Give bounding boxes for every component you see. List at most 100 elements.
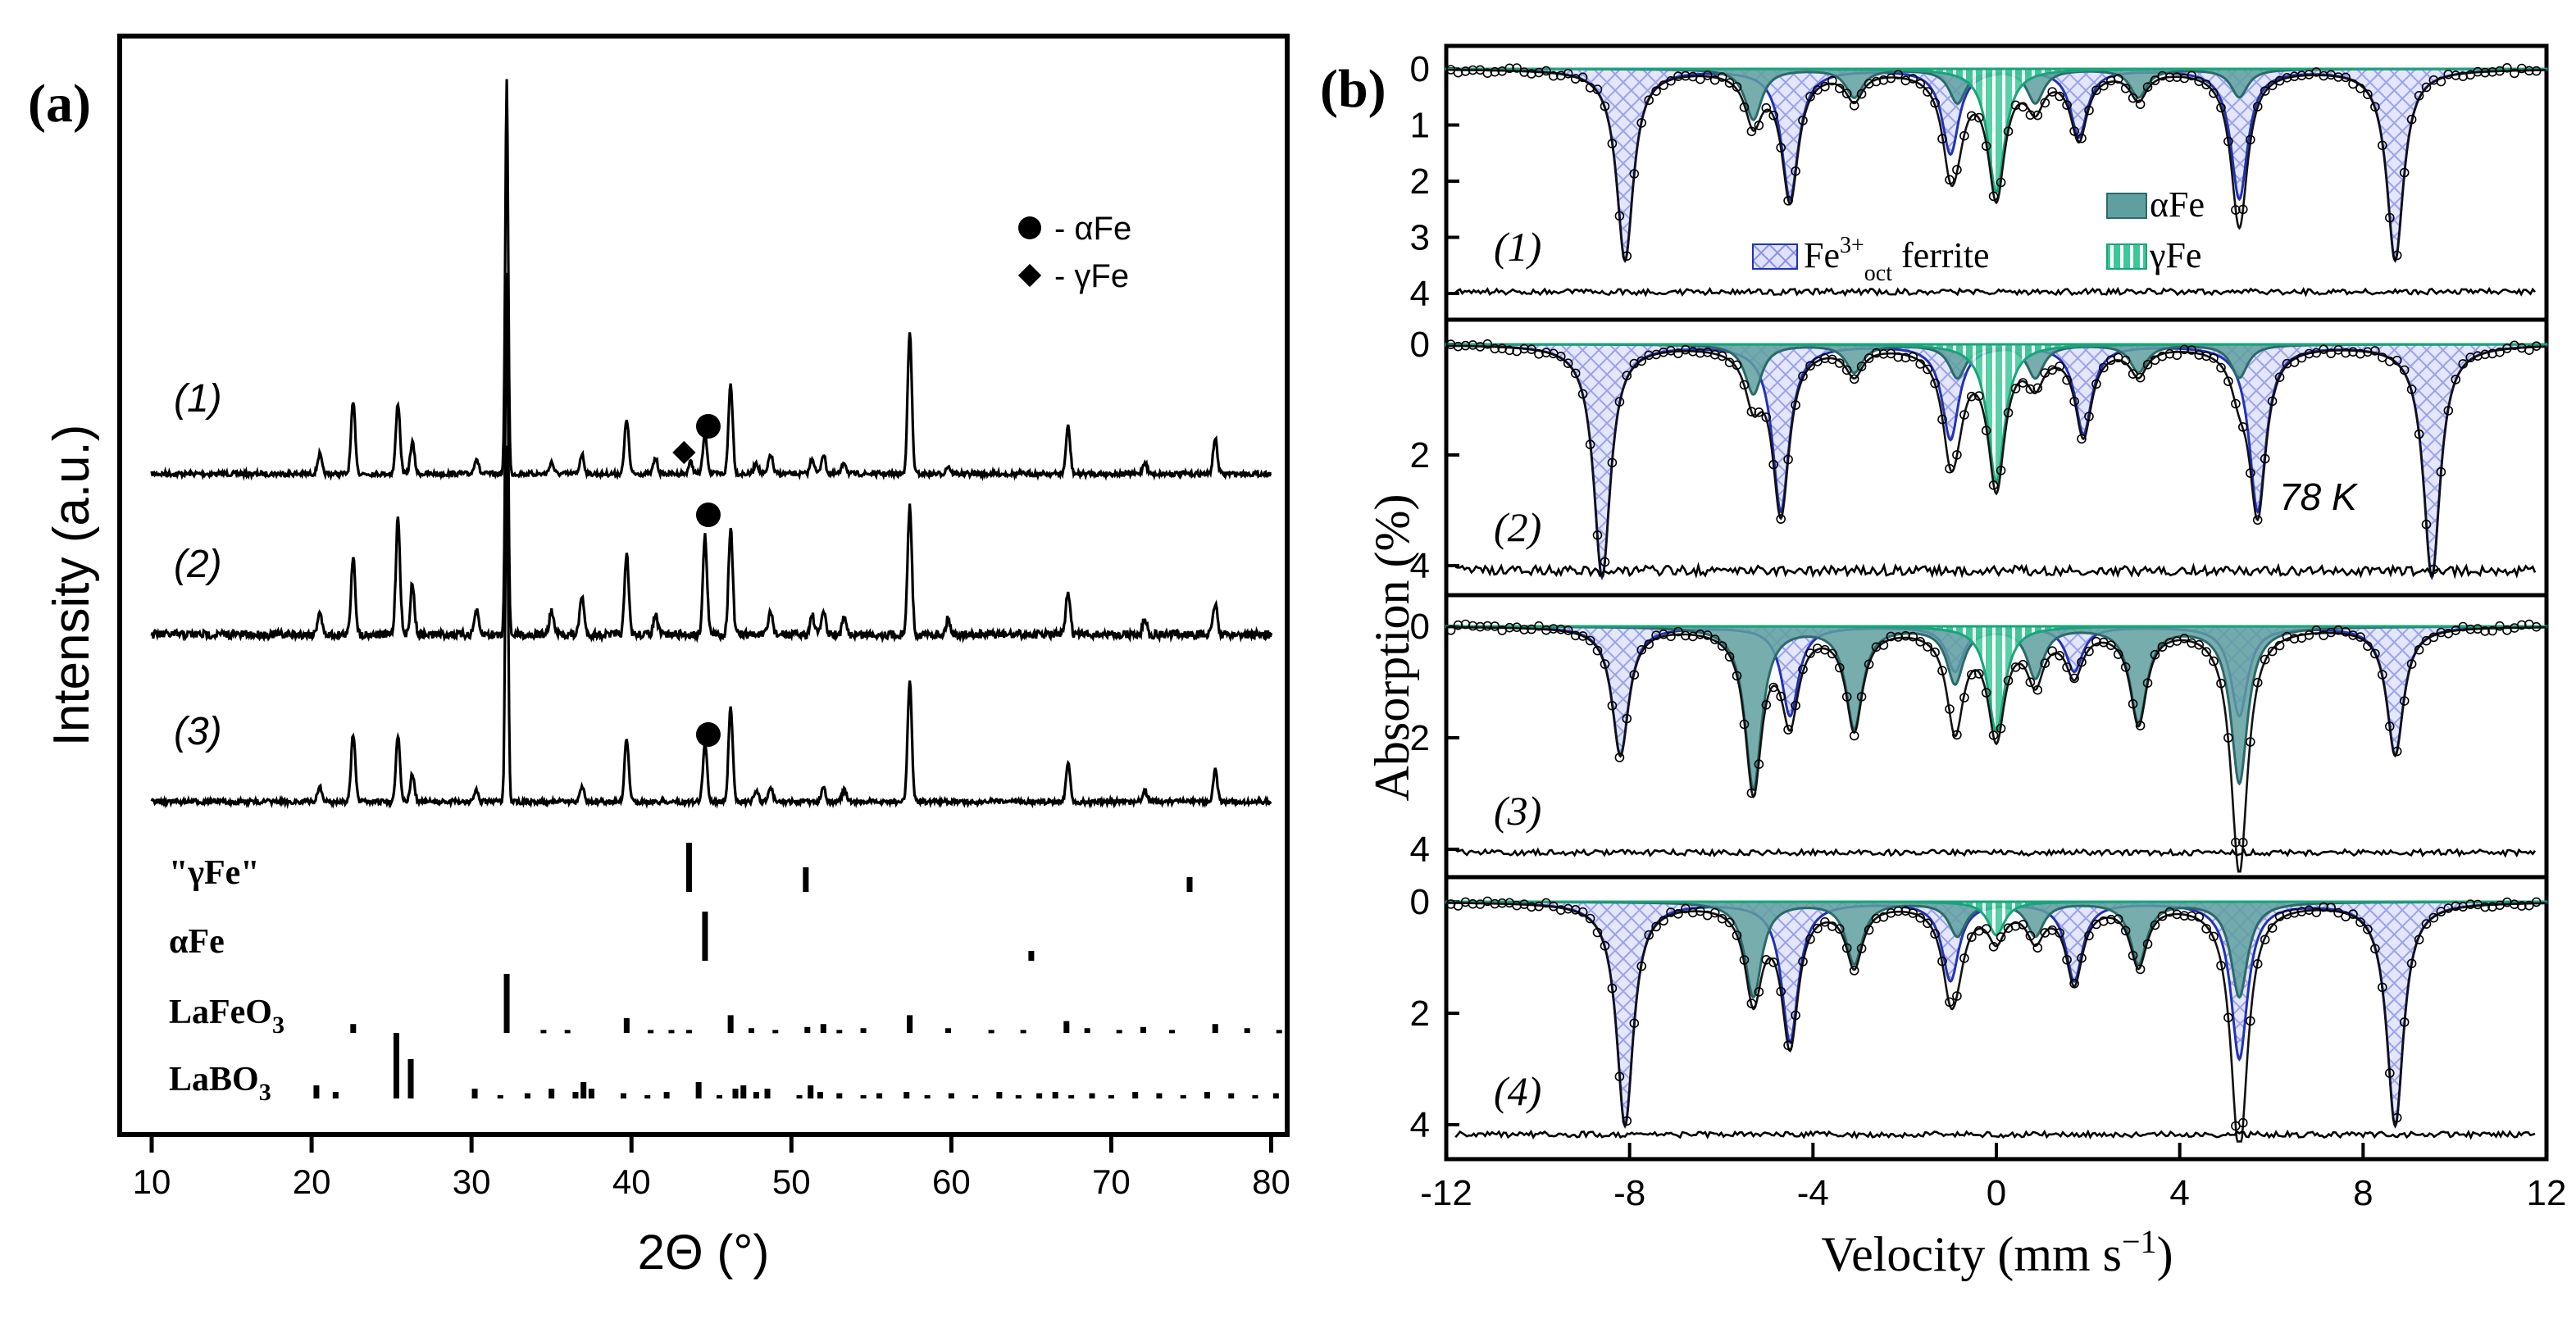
data-point [1761, 102, 1772, 113]
data-point [1835, 358, 1845, 368]
data-point [2355, 84, 2365, 93]
data-point [1577, 907, 1588, 917]
reference-line [732, 1089, 739, 1098]
data-point [2319, 902, 2328, 912]
data-point [1746, 126, 1757, 137]
data-point [2252, 677, 2263, 688]
data-point [2311, 907, 2322, 917]
data-point [1556, 624, 1566, 634]
data-point [1600, 659, 1610, 669]
data-point [1996, 723, 2006, 734]
reference-line [1204, 1092, 1210, 1098]
mossbauer-subpanel: 0 1 2 3 4 (1) [1410, 43, 2549, 322]
data-point [1724, 78, 1735, 88]
data-point [1717, 72, 1727, 82]
subpanel-label: (4) [1494, 1068, 1541, 1114]
data-point [2304, 348, 2314, 359]
reference-line [988, 1030, 994, 1034]
data-point [1805, 648, 1815, 658]
data-point [2406, 114, 2417, 125]
data-point [2274, 640, 2285, 651]
gamma-fe-subspectrum [1445, 67, 2548, 194]
data-point [2531, 66, 2542, 76]
data-point [2267, 923, 2278, 933]
data-point [2421, 919, 2432, 929]
data-point [2451, 901, 2461, 912]
data-point [1959, 693, 1969, 703]
data-point [1709, 907, 1720, 918]
gamma-fe-subspectrum [1446, 625, 2546, 735]
data-point [1820, 353, 1830, 363]
data-point [2487, 67, 2497, 77]
data-point [1585, 439, 1595, 450]
data-point [2333, 72, 2343, 82]
reference-line [764, 1089, 771, 1098]
data-point [2223, 376, 2233, 387]
data-point [2018, 659, 2028, 670]
data-point [1754, 759, 1764, 770]
data-point [2128, 93, 2138, 103]
data-point [1519, 625, 1529, 634]
data-point [1930, 929, 1940, 939]
reference-line [524, 1093, 530, 1098]
data-point [2223, 1012, 2233, 1023]
data-point [1577, 72, 1588, 83]
data-point [1732, 671, 1742, 681]
data-point [2414, 935, 2424, 944]
reference-line [876, 1093, 883, 1098]
data-point [1945, 997, 1955, 1007]
data-point [1475, 621, 1486, 632]
data-point [2091, 85, 2101, 95]
data-point [2231, 398, 2241, 409]
data-point [2436, 76, 2446, 87]
data-point [2216, 362, 2226, 373]
data-point [2032, 943, 2043, 953]
data-point [1453, 341, 1463, 352]
data-point [2216, 678, 2226, 689]
data-point [1636, 961, 1646, 971]
data-point [2142, 939, 2153, 949]
data-point [1798, 116, 1808, 125]
data-point [2428, 912, 2439, 923]
data-point [1791, 400, 1800, 410]
reference-line [1063, 1021, 1070, 1033]
data-point [2113, 74, 2123, 84]
data-point [1900, 352, 1911, 363]
x-tick-label: -12 [1420, 1173, 1472, 1213]
data-point [2531, 621, 2542, 632]
data-point [1644, 95, 1654, 105]
reference-line [1244, 1028, 1250, 1033]
data-point [2524, 345, 2534, 356]
data-point [1915, 79, 1925, 89]
data-point [2179, 633, 2190, 644]
data-point [2018, 920, 2028, 930]
data-point [2223, 733, 2233, 743]
data-point [1791, 166, 1800, 176]
data-point [2084, 412, 2094, 421]
legend-swatch-alpha-fe [2106, 193, 2147, 219]
data-point [1981, 141, 1991, 151]
data-point [1849, 966, 1859, 976]
reference-line [503, 974, 510, 1033]
legend-swatch-gamma-fe [2106, 243, 2147, 270]
panel-a-x-label: 2Θ (°) [638, 1225, 770, 1280]
mossbauer-subpanel: 0 2 4 (4) [1410, 875, 2549, 1162]
data-point [2274, 372, 2285, 383]
data-point [1900, 630, 1911, 641]
data-point [1783, 196, 1793, 206]
data-point [1585, 913, 1595, 924]
data-point [1930, 98, 1940, 108]
data-point [1490, 621, 1500, 631]
data-point [2223, 136, 2233, 147]
data-point [1512, 63, 1522, 73]
x-tick-label: 4 [2169, 1173, 2189, 1213]
data-point [2311, 348, 2322, 358]
x-tick-label: 0 [1987, 1173, 2006, 1213]
y-tick-label: 4 [1410, 546, 1430, 586]
data-point [2040, 98, 2050, 108]
data-point [1886, 631, 1896, 642]
reference-line [753, 1092, 759, 1098]
legend-diamond-marker [1017, 263, 1042, 288]
data-point [1974, 112, 1984, 123]
